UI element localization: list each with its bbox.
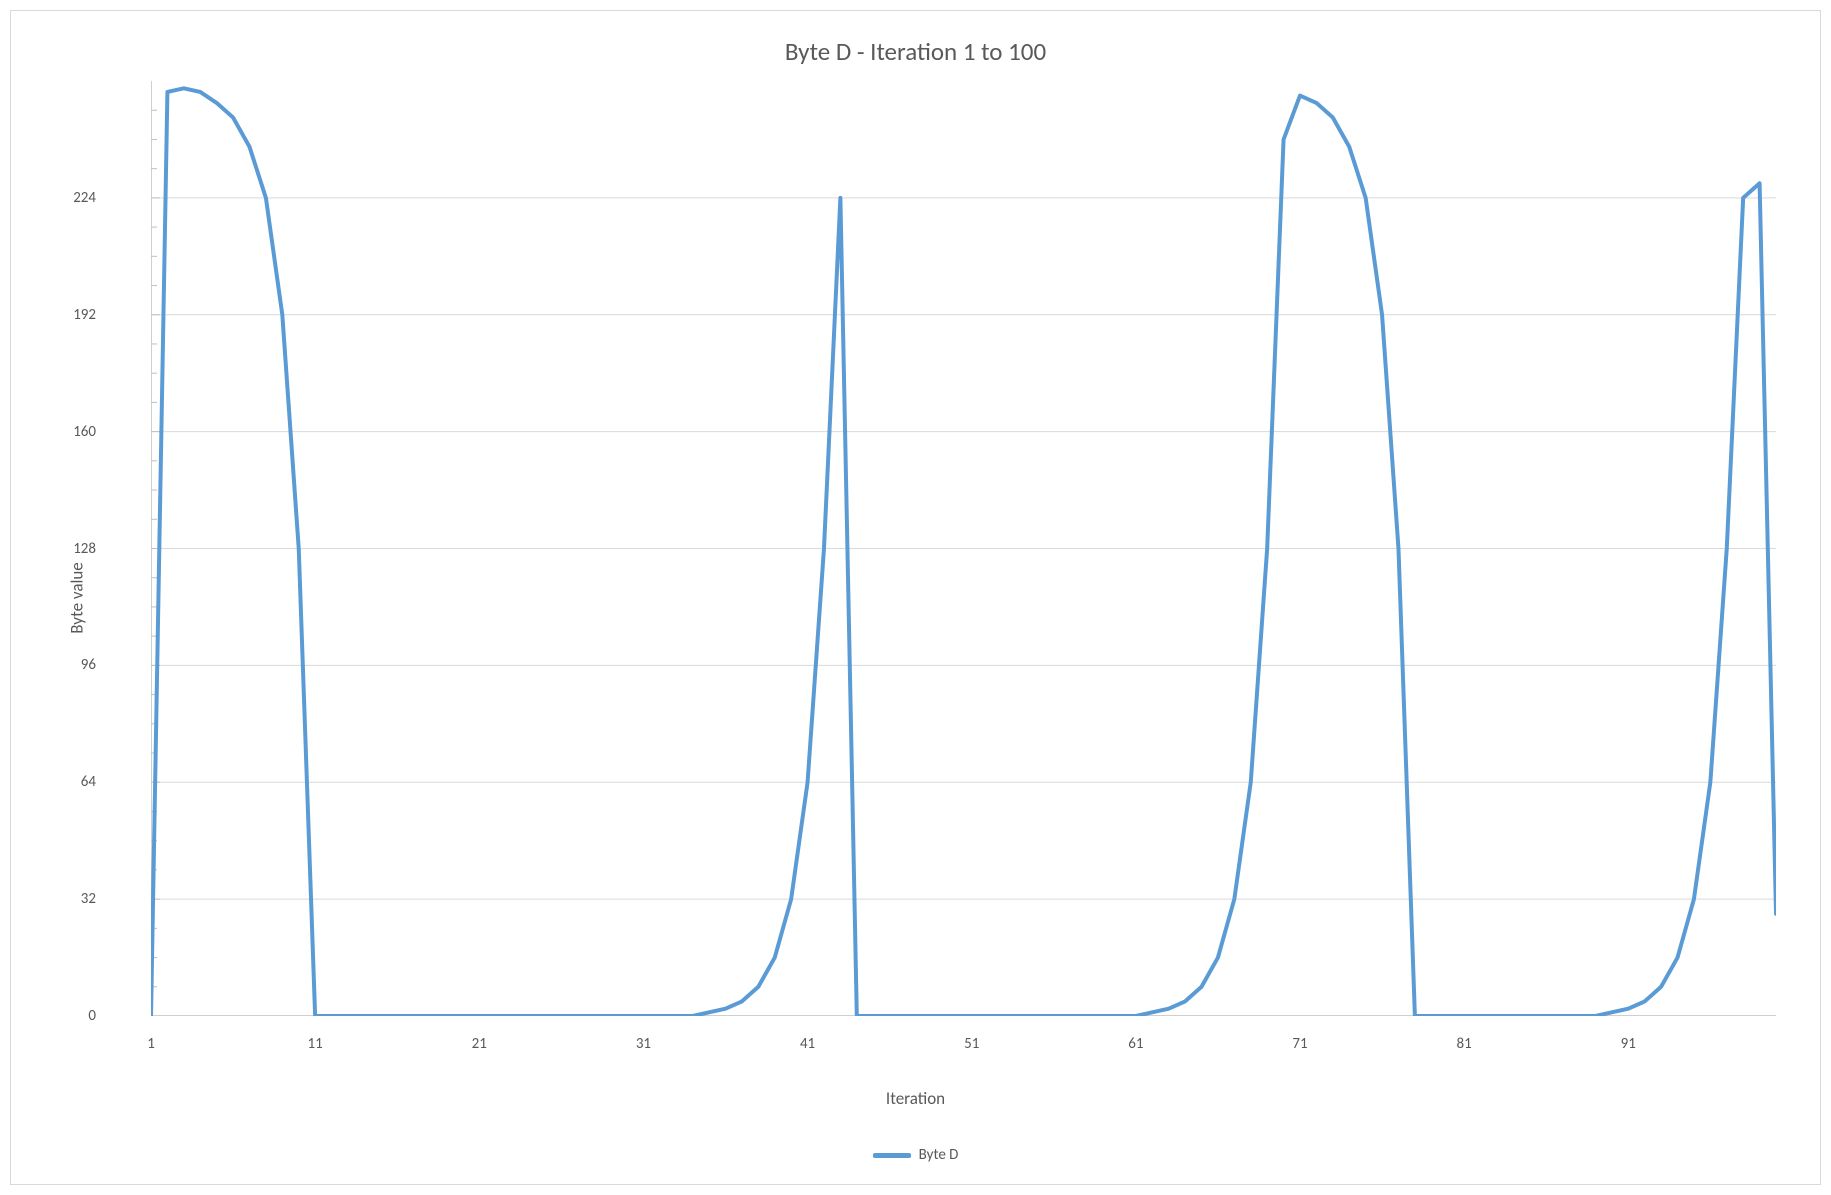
legend-label: Byte D — [919, 1146, 959, 1164]
x-tick-label: 61 — [1128, 1035, 1143, 1053]
y-tick-label: 128 — [46, 540, 96, 558]
legend: Byte D — [11, 1146, 1820, 1164]
x-tick-label: 71 — [1292, 1035, 1307, 1053]
chart-title: Byte D - Iteration 1 to 100 — [11, 36, 1820, 67]
x-tick-label: 21 — [472, 1035, 487, 1053]
y-tick-label: 160 — [46, 423, 96, 441]
y-tick-label: 32 — [46, 890, 96, 908]
y-tick-label: 0 — [46, 1007, 96, 1025]
chart-container: Byte D - Iteration 1 to 100 Byte value 0… — [10, 10, 1821, 1185]
x-tick-label: 51 — [964, 1035, 979, 1053]
x-tick-label: 1 — [147, 1035, 155, 1053]
y-tick-label: 224 — [46, 189, 96, 207]
y-tick-label: 96 — [46, 656, 96, 674]
legend-swatch — [873, 1153, 911, 1158]
x-tick-label: 41 — [800, 1035, 815, 1053]
y-tick-label: 64 — [46, 773, 96, 791]
x-tick-label: 31 — [636, 1035, 651, 1053]
x-tick-label: 81 — [1457, 1035, 1472, 1053]
x-tick-label: 11 — [308, 1035, 323, 1053]
y-axis-title: Byte value — [66, 562, 87, 634]
plot-area — [151, 81, 1776, 1016]
x-axis-title: Iteration — [11, 1088, 1820, 1109]
plot-svg — [151, 81, 1776, 1016]
y-tick-label: 192 — [46, 306, 96, 324]
x-tick-label: 91 — [1621, 1035, 1636, 1053]
